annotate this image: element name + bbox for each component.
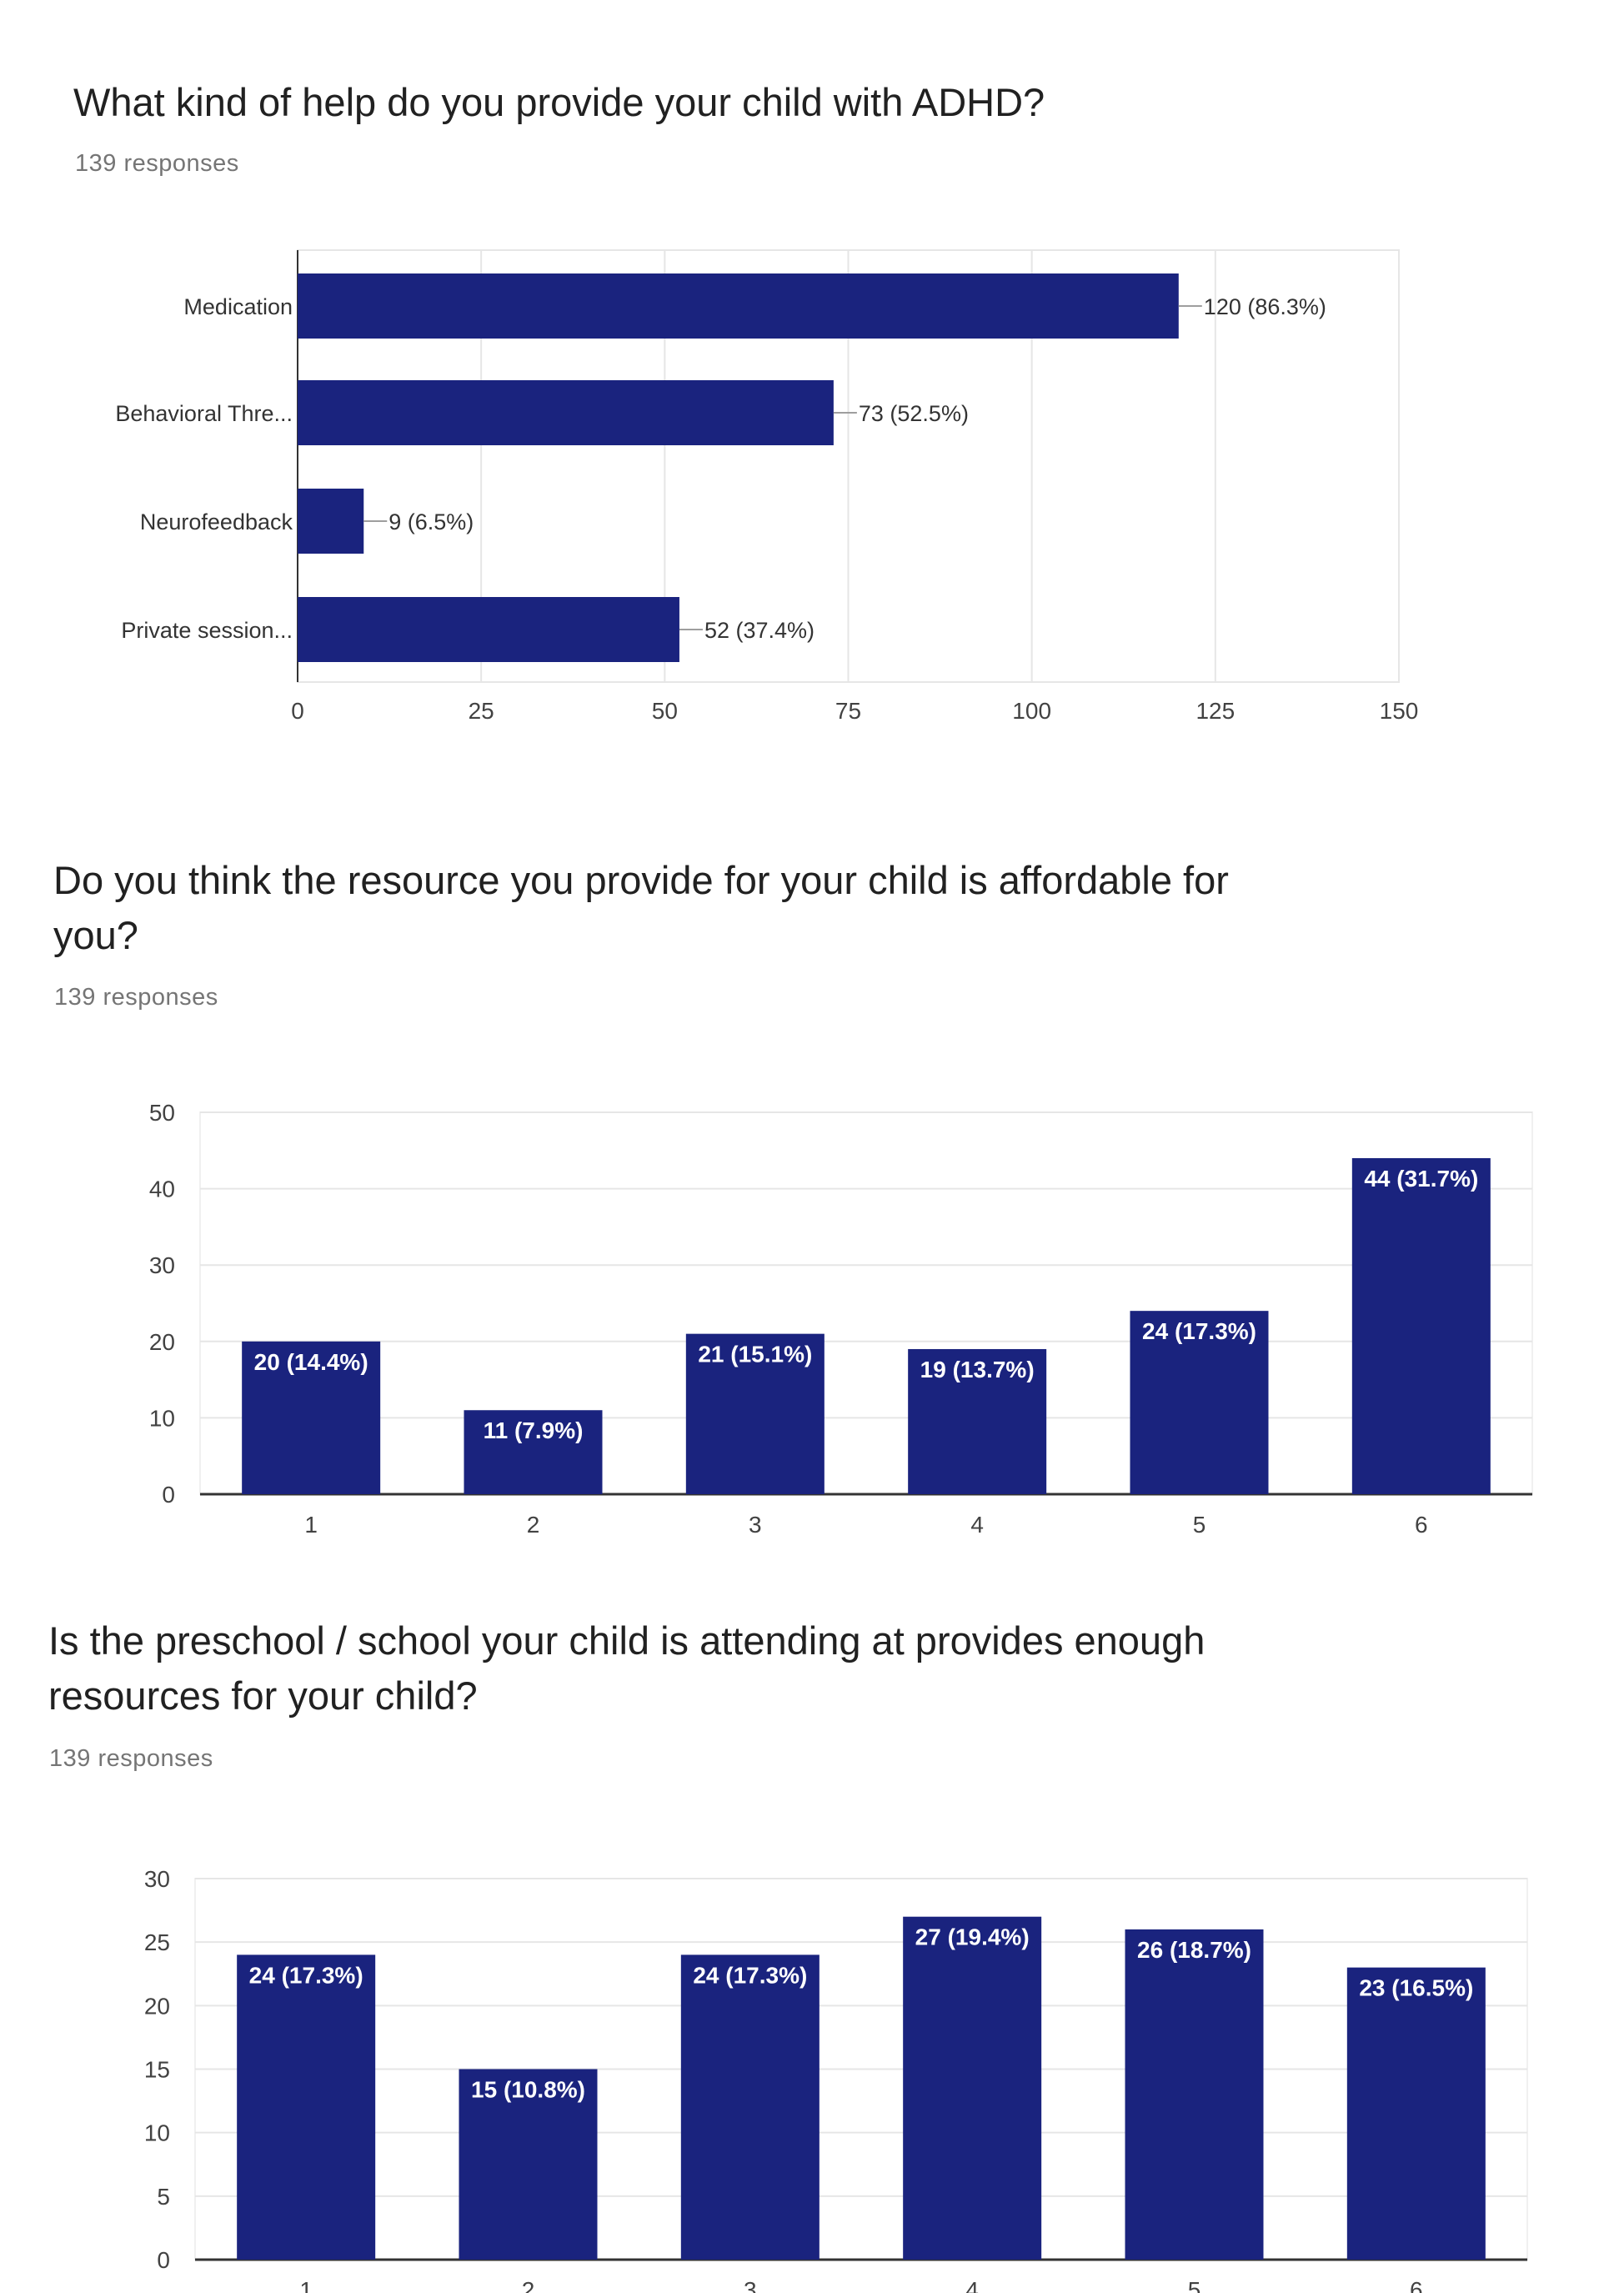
bar bbox=[1346, 1967, 1486, 2260]
bar bbox=[1125, 1929, 1264, 2260]
data-label: 120 (86.3%) bbox=[1204, 294, 1326, 319]
x-tick-label: 2 bbox=[522, 2277, 535, 2293]
bar bbox=[685, 1333, 825, 1494]
category-label: Neurofeedback bbox=[140, 509, 293, 534]
question-3-title: Is the preschool / school your child is … bbox=[48, 1613, 1205, 1724]
y-tick-label: 40 bbox=[149, 1177, 175, 1202]
question-2-title-line-1: Do you think the resource you provide fo… bbox=[53, 858, 1229, 902]
data-label: 19 (13.7%) bbox=[920, 1357, 1035, 1382]
question-2-response-count: 139 responses bbox=[54, 984, 218, 1011]
y-tick-label: 20 bbox=[144, 1993, 170, 2019]
y-tick-label: 50 bbox=[149, 1100, 175, 1126]
data-label: 44 (31.7%) bbox=[1364, 1166, 1478, 1192]
data-label: 26 (18.7%) bbox=[1137, 1937, 1251, 1963]
bar bbox=[680, 1954, 820, 2260]
x-tick-label: 50 bbox=[652, 698, 678, 724]
data-label: 73 (52.5%) bbox=[859, 401, 969, 426]
x-tick-label: 125 bbox=[1195, 698, 1235, 724]
data-label: 24 (17.3%) bbox=[693, 1962, 807, 1988]
y-tick-label: 15 bbox=[144, 2057, 170, 2083]
y-tick-label: 0 bbox=[157, 2247, 170, 2273]
data-label: 20 (14.4%) bbox=[254, 1349, 368, 1375]
x-tick-label: 0 bbox=[291, 698, 304, 724]
question-3-title-line-1: Is the preschool / school your child is … bbox=[48, 1618, 1205, 1663]
question-1-title: What kind of help do you provide your ch… bbox=[73, 80, 1045, 124]
x-tick-label: 100 bbox=[1012, 698, 1051, 724]
x-tick-label: 5 bbox=[1193, 1512, 1206, 1538]
question-2-title: Do you think the resource you provide fo… bbox=[53, 853, 1229, 963]
data-label: 52 (37.4%) bbox=[704, 618, 815, 643]
x-tick-label: 4 bbox=[970, 1512, 984, 1538]
bar bbox=[903, 1916, 1042, 2260]
question-3-response-count: 139 responses bbox=[49, 1745, 213, 1772]
x-tick-label: 6 bbox=[1410, 2277, 1423, 2293]
bar bbox=[298, 489, 364, 554]
x-tick-label: 6 bbox=[1415, 1512, 1428, 1538]
data-label: 24 (17.3%) bbox=[249, 1962, 363, 1988]
category-label: Private session... bbox=[121, 618, 293, 643]
x-tick-label: 1 bbox=[299, 2277, 313, 2293]
y-tick-label: 25 bbox=[144, 1929, 170, 1955]
school-resources-bar-chart: 0 5 10 15 20 25 30 24 (17.3%) 1 15 (10.8%) 2 24 (17… bbox=[144, 1866, 1528, 2293]
data-label: 11 (7.9%) bbox=[484, 1417, 584, 1443]
x-tick-label: 3 bbox=[749, 1512, 762, 1538]
y-tick-label: 10 bbox=[149, 1405, 175, 1431]
question-2-title-line-2: you? bbox=[53, 913, 138, 957]
y-tick-label: 10 bbox=[144, 2120, 170, 2146]
y-tick-label: 30 bbox=[144, 1866, 170, 1892]
bar bbox=[298, 380, 834, 445]
x-tick-label: 4 bbox=[965, 2277, 979, 2293]
y-tick-label: 20 bbox=[149, 1329, 175, 1355]
x-tick-label: 3 bbox=[744, 2277, 757, 2293]
x-tick-label: 150 bbox=[1380, 698, 1419, 724]
data-label: 21 (15.1%) bbox=[698, 1342, 812, 1367]
x-tick-label: 1 bbox=[304, 1512, 318, 1538]
y-tick-label: 5 bbox=[157, 2184, 170, 2210]
data-label: 23 (16.5%) bbox=[1359, 1975, 1473, 2001]
x-tick-label: 75 bbox=[835, 698, 861, 724]
help-type-bar-chart: 0 25 50 75 100 125 150 Medication 120 (86.3%) Beh… bbox=[115, 249, 1419, 724]
bar bbox=[298, 273, 1179, 339]
data-label: 15 (10.8%) bbox=[471, 2077, 585, 2103]
bar bbox=[237, 1954, 376, 2260]
bar bbox=[1351, 1157, 1491, 1494]
y-tick-label: 0 bbox=[162, 1482, 175, 1508]
question-1-response-count: 139 responses bbox=[75, 150, 239, 177]
data-label: 24 (17.3%) bbox=[1142, 1318, 1256, 1344]
x-tick-label: 2 bbox=[527, 1512, 540, 1538]
bar bbox=[298, 597, 679, 662]
affordability-bar-chart: 0 10 20 30 40 50 20 (14.4%) 1 11 (7.9%) 2 21 (15.1… bbox=[149, 1100, 1533, 1538]
bar bbox=[1130, 1311, 1269, 1494]
data-label: 9 (6.5%) bbox=[388, 509, 474, 534]
bar bbox=[459, 2069, 598, 2260]
x-tick-label: 5 bbox=[1188, 2277, 1201, 2293]
bar bbox=[464, 1410, 603, 1494]
bar bbox=[908, 1348, 1047, 1494]
x-tick-label: 25 bbox=[469, 698, 494, 724]
bar bbox=[242, 1341, 381, 1494]
plot-frame bbox=[199, 1111, 1533, 1495]
data-label: 27 (19.4%) bbox=[915, 1924, 1030, 1950]
y-tick-label: 30 bbox=[149, 1252, 175, 1278]
category-label: Behavioral Thre... bbox=[115, 401, 293, 426]
category-label: Medication bbox=[183, 294, 293, 319]
question-3-title-line-2: resources for your child? bbox=[48, 1673, 478, 1718]
